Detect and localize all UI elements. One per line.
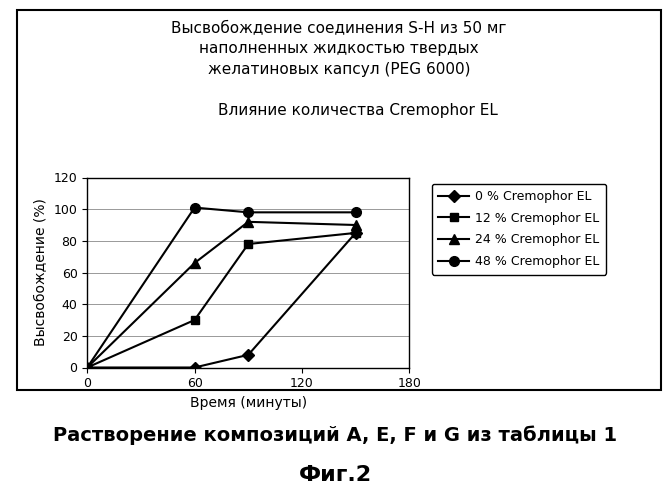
Text: Высвобождение соединения S-H из 50 мг
наполненных жидкостью твердых
желатиновых : Высвобождение соединения S-H из 50 мг на… — [171, 20, 507, 77]
48 % Cremophor EL — [244, 210, 252, 216]
0 % Cremophor EL — [244, 352, 252, 358]
Line: 48 % Cremophor EL: 48 % Cremophor EL — [83, 202, 360, 372]
24 % Cremophor EL — [83, 364, 91, 370]
0 % Cremophor EL — [191, 364, 199, 370]
0 % Cremophor EL — [83, 364, 91, 370]
12 % Cremophor EL — [83, 364, 91, 370]
Y-axis label: Высвобождение (%): Высвобождение (%) — [34, 198, 48, 346]
24 % Cremophor EL — [244, 219, 252, 225]
Line: 12 % Cremophor EL: 12 % Cremophor EL — [83, 229, 360, 372]
Line: 24 % Cremophor EL: 24 % Cremophor EL — [83, 217, 360, 372]
Legend: 0 % Cremophor EL, 12 % Cremophor EL, 24 % Cremophor EL, 48 % Cremophor EL: 0 % Cremophor EL, 12 % Cremophor EL, 24 … — [431, 184, 606, 274]
0 % Cremophor EL — [352, 230, 360, 236]
Text: Фиг.2: Фиг.2 — [299, 465, 372, 485]
48 % Cremophor EL — [191, 204, 199, 210]
24 % Cremophor EL — [352, 222, 360, 228]
12 % Cremophor EL — [244, 241, 252, 247]
12 % Cremophor EL — [191, 317, 199, 323]
48 % Cremophor EL — [83, 364, 91, 370]
24 % Cremophor EL — [191, 260, 199, 266]
12 % Cremophor EL — [352, 230, 360, 236]
Text: Растворение композиций A, E, F и G из таблицы 1: Растворение композиций A, E, F и G из та… — [54, 425, 617, 445]
48 % Cremophor EL — [352, 210, 360, 216]
Text: Влияние количества Cremophor EL: Влияние количества Cremophor EL — [218, 102, 498, 118]
X-axis label: Время (минуты): Время (минуты) — [190, 396, 307, 410]
Line: 0 % Cremophor EL: 0 % Cremophor EL — [83, 229, 360, 372]
